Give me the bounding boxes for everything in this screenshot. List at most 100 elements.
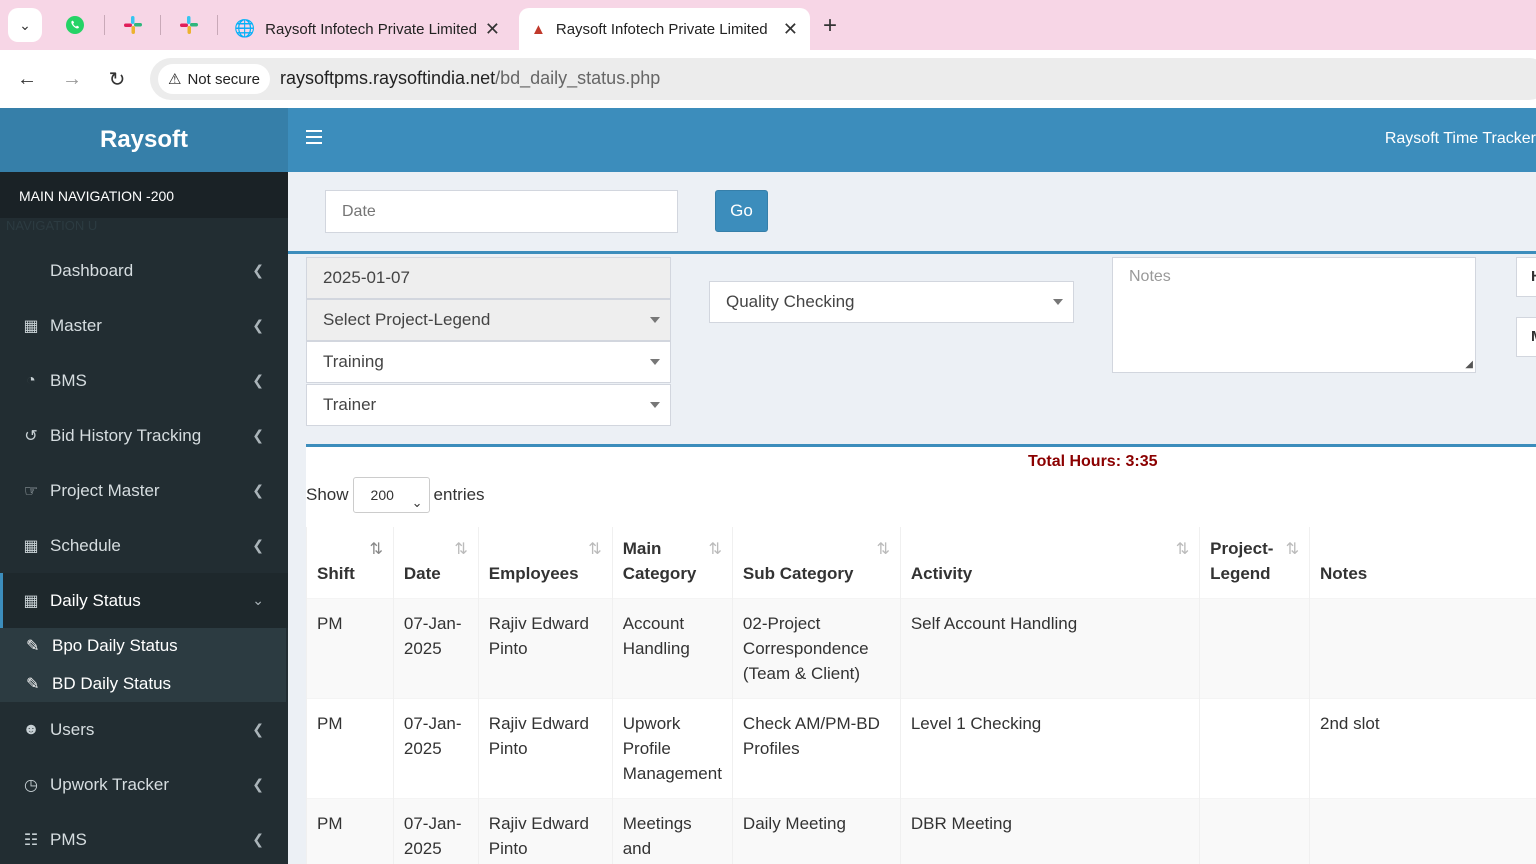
column-header-sub-category[interactable]: Sub Category ⇅	[731, 527, 901, 598]
chevron-left-icon: ❮	[252, 537, 264, 553]
browser-tab-2[interactable]: ▲ Raysoft Infotech Private Limited ✕	[519, 8, 810, 50]
sidebar-item-bms[interactable]: ◔ BMS ❮	[0, 353, 288, 408]
sort-icon: ⇅	[1175, 541, 1190, 558]
sidebar-item-schedule[interactable]: ▦ Schedule ❮	[0, 518, 288, 573]
column-header-project-legend[interactable]: Project-Legend ⇅	[1199, 527, 1310, 598]
app-logo[interactable]: Raysoft	[0, 108, 288, 172]
cell-shift: PM	[306, 597, 394, 698]
sidebar-subitem-label: Bpo Daily Status	[52, 636, 178, 655]
history-icon: ↺	[24, 427, 38, 445]
cell-activity: Level 1 Checking	[899, 697, 1200, 798]
tab-title: Raysoft Infotech Private Limited	[555, 20, 768, 38]
reload-icon[interactable]: ↻	[108, 68, 126, 91]
whatsapp-pinned-tab[interactable]	[58, 10, 92, 40]
sidebar-item-label: BMS	[50, 370, 87, 390]
clock-icon: ◷	[24, 776, 38, 794]
new-tab-button[interactable]: +	[823, 12, 838, 39]
project-legend-select[interactable]: Select Project-Legend	[306, 299, 671, 341]
chevron-down-icon: ⌄	[19, 16, 31, 33]
date-field[interactable]: 2025-01-07	[306, 257, 671, 299]
sidebar-item-project-master[interactable]: ☞ Project Master ❮	[0, 463, 288, 518]
hours-field-partial[interactable]: H	[1516, 257, 1536, 297]
sidebar-item-label: Master	[50, 315, 102, 335]
date-filter-input[interactable]	[325, 190, 678, 233]
sort-icon: ⇅	[876, 541, 890, 558]
cell-project-legend	[1199, 797, 1310, 864]
table-icon: ▦	[23, 592, 39, 610]
sidebar-item-daily-status[interactable]: ▦ Daily Status ⌄	[0, 573, 288, 628]
sidebar-item-label: Upwork Tracker	[50, 774, 170, 794]
chevron-left-icon: ❮	[252, 427, 264, 443]
sidebar-item-master[interactable]: ▦ Master ❮	[0, 298, 288, 353]
column-header-notes[interactable]: Notes	[1309, 527, 1536, 598]
cell-sub-category: Check AM/PM-BD Profiles	[731, 697, 901, 798]
cell-employee: Rajiv Edward Pinto	[477, 597, 613, 698]
cell-activity: DBR Meeting	[899, 797, 1200, 864]
caret-down-icon	[650, 402, 660, 408]
sort-icon: ⇅	[1285, 541, 1300, 558]
cell-shift: PM	[306, 697, 394, 798]
sidebar-item-label: Schedule	[50, 535, 121, 555]
cell-activity: Self Account Handling	[899, 597, 1200, 698]
slack-icon	[180, 16, 198, 34]
activity-value: Quality Checking	[726, 292, 855, 311]
tab-title: Raysoft Infotech Private Limited	[265, 20, 477, 38]
close-tab-icon[interactable]: ✕	[782, 18, 798, 39]
calendar-icon: ☷	[23, 831, 39, 849]
column-header-employees[interactable]: Employees ⇅	[477, 527, 613, 598]
close-tab-icon[interactable]: ✕	[484, 18, 500, 39]
slack-pinned-tab-1[interactable]	[116, 10, 150, 40]
chevron-down-icon: ⌄	[252, 592, 264, 608]
minutes-field-partial[interactable]: M	[1516, 317, 1536, 357]
caret-down-icon	[1053, 299, 1063, 305]
sort-asc-icon: ⇅	[369, 541, 383, 558]
entries-select[interactable]: 200 ⌄	[352, 477, 430, 513]
notes-textarea[interactable]: Notes ◢	[1112, 257, 1476, 373]
resize-grip-icon[interactable]: ◢	[1465, 359, 1473, 370]
column-header-shift[interactable]: Shift ⇅	[306, 527, 394, 598]
main-category-select[interactable]: Training	[306, 341, 671, 383]
total-hours: Total Hours: 3:35	[1028, 453, 1158, 470]
raysoft-favicon-icon: ▲	[531, 20, 546, 38]
browser-toolbar: ← → ↻ ⚠ Not secure raysoftpms.raysoftind…	[0, 50, 1536, 108]
sidebar-item-label: Bid History Tracking	[50, 425, 202, 445]
menu-toggle-icon[interactable]	[306, 130, 322, 144]
address-bar[interactable]: ⚠ Not secure raysoftpms.raysoftindia.net…	[150, 58, 1536, 100]
cell-project-legend	[1199, 597, 1310, 698]
entries-value: 200	[370, 487, 394, 503]
sidebar-item-dashboard[interactable]: Dashboard ❮	[0, 243, 288, 298]
cell-notes	[1309, 597, 1536, 698]
url-text[interactable]: raysoftpms.raysoftindia.net/bd_daily_sta…	[280, 68, 660, 89]
daily-status-table: Shift ⇅ Date ⇅ Employees ⇅ Main Category ⇅ S…	[306, 527, 1536, 864]
go-button[interactable]: Go	[715, 190, 768, 232]
cell-sub-category: 02-Project Correspondence (Team & Client…	[731, 597, 901, 698]
app-header-title[interactable]: Raysoft Time Tracker	[1384, 130, 1536, 147]
column-header-main-category[interactable]: Main Category ⇅	[611, 527, 733, 598]
sidebar-item-upwork-tracker[interactable]: ◷ Upwork Tracker ❮	[0, 757, 288, 812]
column-header-date[interactable]: Date ⇅	[392, 527, 479, 598]
sub-category-select[interactable]: Trainer	[306, 384, 671, 426]
back-icon[interactable]: ←	[17, 67, 37, 90]
sidebar-subitem-bpo-daily-status[interactable]: ✎ Bpo Daily Status	[26, 631, 178, 661]
security-indicator[interactable]: ⚠ Not secure	[158, 64, 270, 94]
tab-search-button[interactable]: ⌄	[8, 8, 42, 42]
sidebar-item-bid-history[interactable]: ↺ Bid History Tracking ❮	[0, 408, 288, 463]
sidebar-subheader: NAVIGATION U	[6, 218, 98, 233]
entries-label: entries	[433, 485, 485, 504]
column-header-activity[interactable]: Activity ⇅	[899, 527, 1200, 598]
cell-date: 07-Jan-2025	[392, 597, 479, 698]
forward-icon[interactable]: →	[62, 67, 82, 90]
slack-pinned-tab-2[interactable]	[172, 10, 206, 40]
chevron-left-icon: ❮	[252, 262, 264, 278]
sidebar-subitem-bd-daily-status[interactable]: ✎ BD Daily Status	[26, 669, 171, 699]
activity-select[interactable]: Quality Checking	[709, 281, 1074, 323]
daily-status-submenu: ✎ Bpo Daily Status ✎ BD Daily Status	[0, 628, 286, 702]
status-entry-form: 2025-01-07 Select Project-Legend Trainin…	[288, 254, 1536, 444]
sidebar-item-users[interactable]: ☻ Users ❮	[0, 702, 288, 757]
chevron-down-icon: ⌄	[411, 495, 423, 510]
slack-icon	[124, 16, 142, 34]
browser-tab-1[interactable]: 🌐 Raysoft Infotech Private Limited ✕	[222, 8, 512, 50]
chevron-left-icon: ❮	[252, 831, 264, 847]
sidebar-item-pms[interactable]: ☷ PMS ❮	[0, 812, 288, 864]
sidebar-item-label: Dashboard	[50, 260, 134, 280]
